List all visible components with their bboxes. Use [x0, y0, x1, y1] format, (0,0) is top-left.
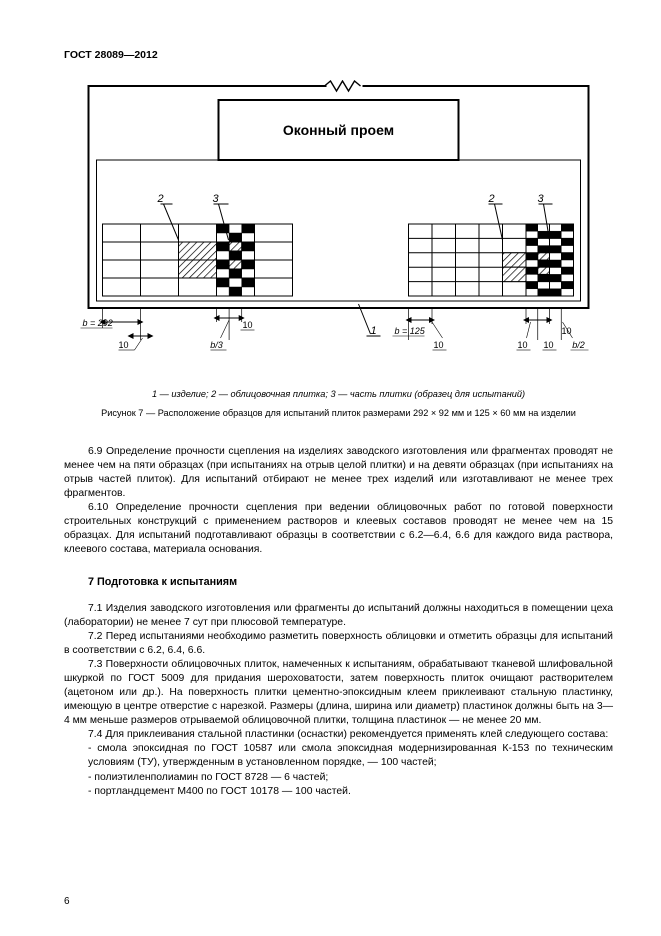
- figure-legend: 1 — изделие; 2 — облицовочная плитка; 3 …: [64, 388, 613, 400]
- callout-1: 1: [370, 325, 376, 337]
- callout-3-right: 3: [537, 193, 544, 205]
- dim-b-over-2: b/2: [572, 340, 585, 350]
- dim-b1: b = 292: [83, 318, 113, 328]
- para-7-1: 7.1 Изделия заводского изготовления или …: [64, 602, 613, 630]
- dim-10f: 10: [561, 326, 571, 336]
- para-6-10: 6.10 Определение прочности сцепления при…: [64, 501, 613, 557]
- callout-2-right: 2: [487, 193, 494, 205]
- callout-2-left: 2: [156, 193, 163, 205]
- bullet-1: - смола эпоксидная по ГОСТ 10587 или смо…: [88, 742, 613, 770]
- legend-1-text: — изделие;: [157, 389, 211, 399]
- para-7-2: 7.2 Перед испытаниями необходимо размети…: [64, 630, 613, 658]
- dim-b2: b = 125: [395, 326, 426, 336]
- bullet-list: - смола эпоксидная по ГОСТ 10587 или смо…: [64, 742, 613, 798]
- left-tile-group: [103, 224, 293, 296]
- para-6-9: 6.9 Определение прочности сцепления на и…: [64, 445, 613, 501]
- bullet-3: - портландцемент М400 по ГОСТ 10178 — 10…: [88, 785, 613, 799]
- legend-2-text: — облицовочная плитка;: [216, 389, 330, 399]
- callout-3-left: 3: [212, 193, 219, 205]
- dim-b-over-3: b/3: [210, 340, 223, 350]
- dim-10c: 10: [433, 340, 443, 350]
- figure-caption: Рисунок 7 — Расположение образцов для ис…: [64, 407, 613, 419]
- bullet-2: - полиэтиленполиамин по ГОСТ 8728 — 6 ча…: [88, 771, 613, 785]
- window-opening-label: Оконный проем: [283, 122, 394, 138]
- legend-3-text: — часть плитки (образец для испытаний): [336, 389, 525, 399]
- dim-10e: 10: [543, 340, 553, 350]
- dim-10a: 10: [118, 340, 128, 350]
- section-7-title: 7 Подготовка к испытаниям: [88, 575, 613, 590]
- para-7-3: 7.3 Поверхности облицовочных плиток, нам…: [64, 658, 613, 728]
- dim-10d: 10: [517, 340, 527, 350]
- page: ГОСТ 28089—2012: [0, 0, 661, 936]
- dim-10b: 10: [243, 320, 253, 330]
- para-7-4: 7.4 Для приклеивания стальной пластинки …: [64, 728, 613, 742]
- page-number: 6: [64, 895, 70, 909]
- document-header: ГОСТ 28089—2012: [64, 48, 613, 62]
- figure-7-diagram: Оконный проем: [64, 80, 613, 370]
